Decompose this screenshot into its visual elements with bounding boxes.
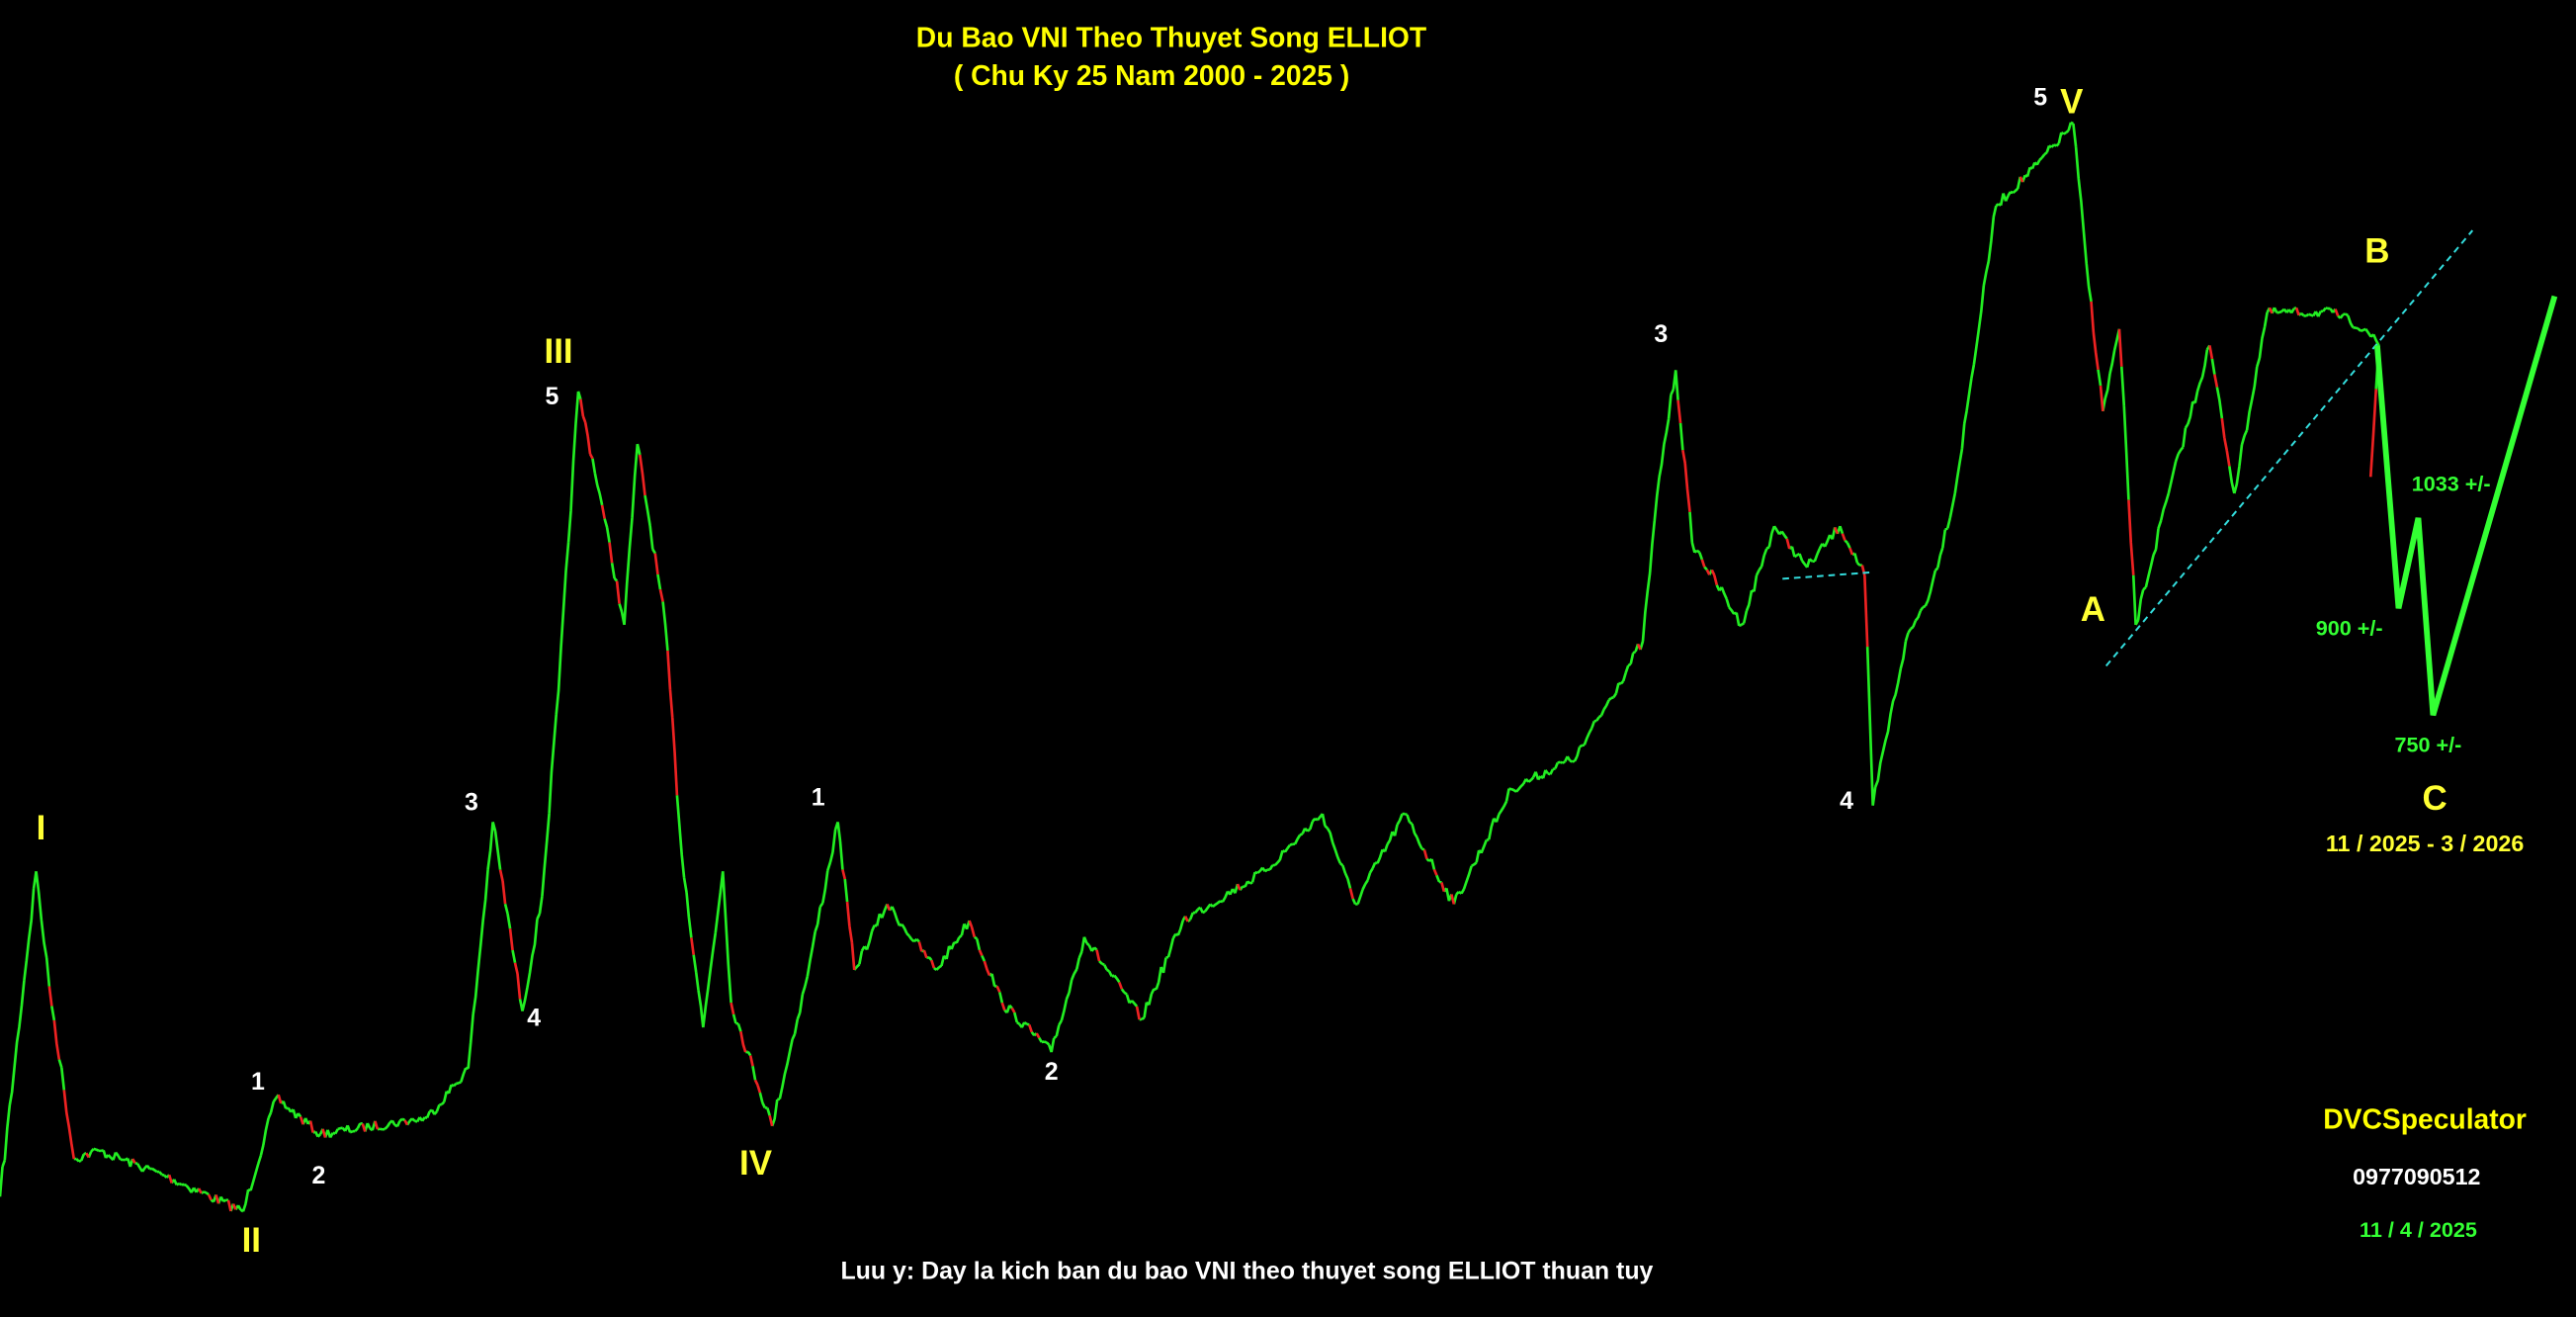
wave-label: C (2422, 779, 2447, 818)
chart-title: Du Bao VNI Theo Thuyet Song ELLIOT (916, 22, 1426, 53)
subwave-label: 3 (1654, 320, 1668, 348)
subwave-label: 4 (527, 1004, 541, 1031)
forecast-label: 750 +/- (2394, 733, 2461, 757)
trend-line (1782, 571, 1873, 580)
wave-label: IV (739, 1144, 773, 1183)
wave-label: I (37, 809, 46, 847)
forecast-label: 1033 +/- (2412, 471, 2491, 495)
phone: 0977090512 (2353, 1164, 2480, 1189)
wave-label: B (2364, 232, 2389, 271)
subwave-label: 3 (465, 789, 478, 817)
subwave-label: 1 (251, 1068, 265, 1096)
subwave-label: 2 (311, 1162, 325, 1189)
wave-label: III (545, 332, 573, 371)
author: DVCSpeculator (2323, 1102, 2527, 1134)
forecast-period: 11 / 2025 - 3 / 2026 (2326, 831, 2524, 856)
price-line (0, 121, 2380, 1213)
subwave-label: 5 (2033, 84, 2047, 112)
wave-label: II (242, 1221, 261, 1260)
subwave-label: 4 (1840, 787, 1853, 815)
note: Luu y: Day la kich ban du bao VNI theo t… (840, 1257, 1653, 1284)
wave-label: A (2081, 590, 2105, 629)
chart-subtitle: ( Chu Ky 25 Nam 2000 - 2025 ) (954, 59, 1349, 91)
wave-label: V (2060, 82, 2084, 121)
price-segments (0, 121, 2380, 1213)
subwave-label: 2 (1045, 1058, 1059, 1086)
forecast-path (2374, 295, 2558, 717)
forecast-label: 900 +/- (2316, 616, 2383, 641)
subwave-label: 5 (545, 383, 558, 410)
subwave-label: 1 (812, 784, 825, 812)
date: 11 / 4 / 2025 (2360, 1217, 2477, 1242)
price-segments (47, 176, 2378, 1212)
trend-line (2104, 229, 2474, 667)
